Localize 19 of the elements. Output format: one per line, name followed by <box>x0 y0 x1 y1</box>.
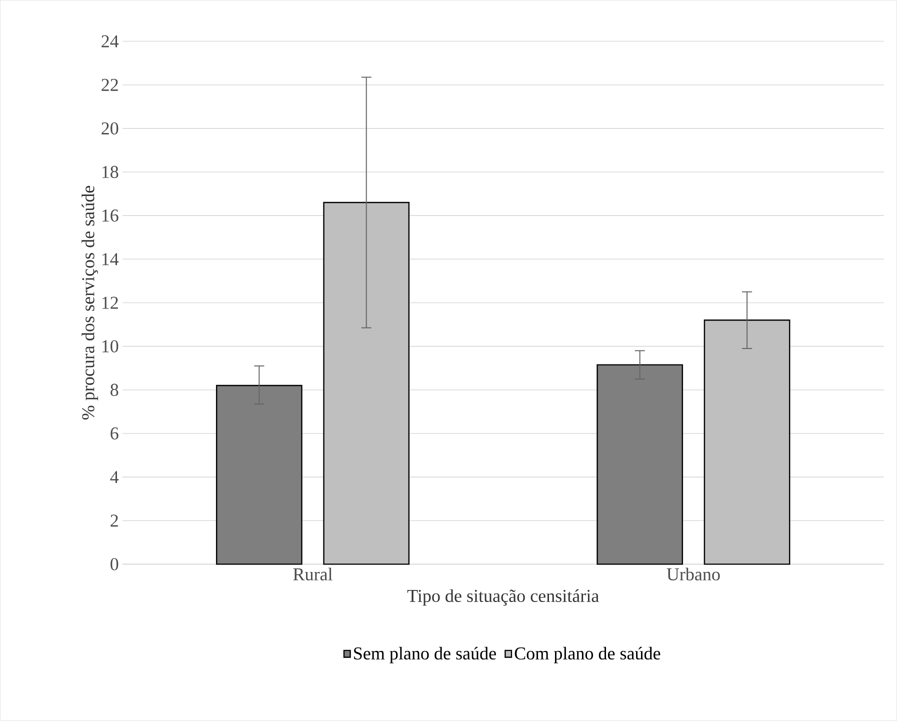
legend-label: Sem plano de saúde <box>354 646 496 664</box>
y-tick-label: 0 <box>110 558 118 570</box>
x-axis-title: Tipo de situação censitária <box>407 589 599 606</box>
y-tick-label: 18 <box>102 166 118 178</box>
y-tick-label: 22 <box>102 79 118 91</box>
y-tick-label: 4 <box>110 471 119 484</box>
y-tick-label: 12 <box>102 296 118 309</box>
legend-label: Com plano de saúde <box>514 646 660 664</box>
y-tick-label: 8 <box>110 384 118 396</box>
y-tick-label: 2 <box>110 514 118 527</box>
y-tick-label: 16 <box>102 210 118 222</box>
y-tick-label: 24 <box>102 35 119 48</box>
y-tick-label: 10 <box>102 340 118 353</box>
x-tick-label: Rural <box>293 568 332 581</box>
x-tick-label: Urbano <box>666 568 720 581</box>
y-tick-label: 6 <box>110 428 118 440</box>
y-tick-label: 14 <box>102 253 119 266</box>
y-tick-label: 20 <box>102 122 118 135</box>
y-axis-title: % procura dos serviços de saúde <box>82 186 98 420</box>
